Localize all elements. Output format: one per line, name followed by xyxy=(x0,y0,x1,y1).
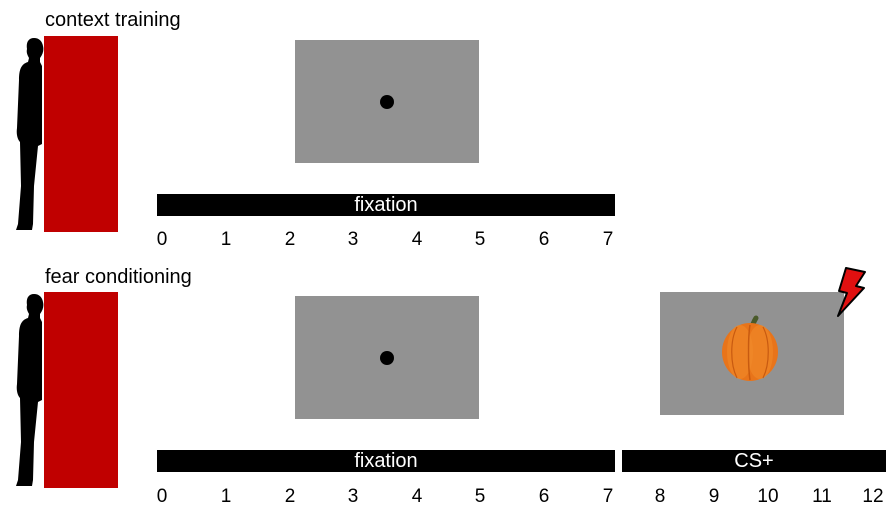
tick-label: 6 xyxy=(538,229,550,250)
tick-label: 2 xyxy=(284,486,296,507)
tick-label: 1 xyxy=(220,486,232,507)
tick-label: 3 xyxy=(347,229,359,250)
section-title-fear-conditioning: fear conditioning xyxy=(45,266,192,288)
tick-label: 0 xyxy=(156,486,168,507)
screen-panel-fixation xyxy=(295,296,479,419)
bar-label: CS+ xyxy=(734,450,774,472)
tick-label: 6 xyxy=(538,486,550,507)
bar-label: fixation xyxy=(354,450,418,472)
context-red-block xyxy=(44,36,118,232)
tick-label: 12 xyxy=(862,486,884,507)
tick-label: 7 xyxy=(602,486,614,507)
tick-label: 10 xyxy=(757,486,779,507)
tick-label: 9 xyxy=(708,486,720,507)
tick-label: 2 xyxy=(284,229,296,250)
fixation-dot-icon xyxy=(380,351,394,365)
tick-label: 4 xyxy=(411,229,423,250)
tick-label: 8 xyxy=(654,486,666,507)
tick-label: 0 xyxy=(156,229,168,250)
timeline-bar-fixation: fixation xyxy=(157,194,615,216)
lightning-bolt-icon xyxy=(837,267,866,317)
screen-panel-fixation xyxy=(295,40,479,163)
tick-label: 4 xyxy=(411,486,423,507)
tick-label: 7 xyxy=(602,229,614,250)
bar-label: fixation xyxy=(354,194,418,216)
tick-label: 3 xyxy=(347,486,359,507)
tick-label: 1 xyxy=(220,229,232,250)
tick-label: 11 xyxy=(812,486,832,507)
person-silhouette-icon xyxy=(16,294,44,486)
fixation-dot-icon xyxy=(380,95,394,109)
tick-label: 5 xyxy=(474,486,486,507)
tick-label: 5 xyxy=(474,229,486,250)
timeline-bar-fixation: fixation xyxy=(157,450,615,472)
pumpkin-icon xyxy=(722,315,778,381)
person-silhouette-icon xyxy=(16,38,44,230)
screen-panel-cs-plus xyxy=(660,292,844,415)
section-title-context-training: context training xyxy=(45,9,181,31)
timeline-bar-cs-plus: CS+ xyxy=(622,450,886,472)
context-red-block xyxy=(44,292,118,488)
